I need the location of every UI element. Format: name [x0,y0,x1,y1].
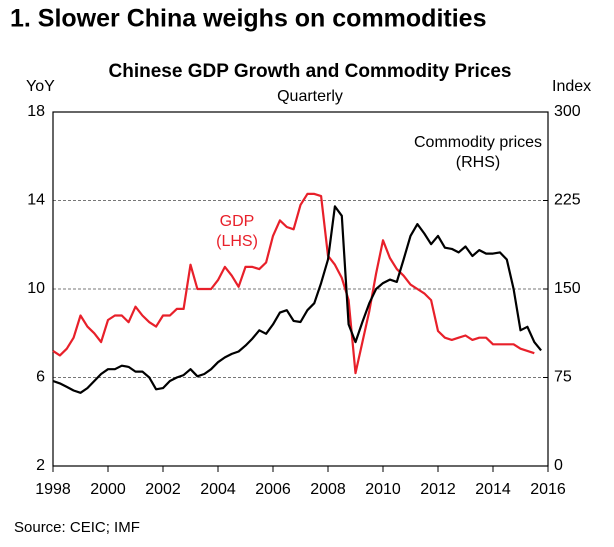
x-tick-label: 2016 [530,481,566,498]
x-tick-label: 2010 [365,481,401,498]
y-tick-label: 10 [27,280,45,297]
y2-tick-label: 75 [554,369,572,386]
y2-tick-label: 150 [554,280,581,297]
header: 1. Slower China weighs on commodities [10,5,486,33]
x-tick-label: 2008 [310,481,346,498]
annotation: (RHS) [456,154,500,171]
x-tick-label: 1998 [35,481,71,498]
plot-frame [52,111,549,467]
y-tick-label: 14 [27,192,45,209]
annotation: (LHS) [216,233,258,250]
series-line [52,205,542,394]
x-tick-label: 2000 [90,481,126,498]
x-tick-label: 2014 [475,481,511,498]
y-tick-label: 6 [36,369,45,386]
x-tick-label: 2012 [420,481,456,498]
source: Source: CEIC; IMF [14,519,140,536]
y-axis-label: YoY [26,78,55,95]
y2-axis-label: Index [552,78,591,95]
y2-tick-label: 225 [554,192,581,209]
annotation: Commodity prices [414,134,542,151]
annotation: GDP [220,213,255,230]
y2-tick-label: 300 [554,103,581,120]
chart-title: Chinese GDP Growth and Commodity Prices [109,61,512,82]
y-tick-label: 18 [27,103,45,120]
y2-tick-label: 0 [554,457,563,474]
y-tick-label: 2 [36,457,45,474]
series-line [52,192,535,375]
x-tick-label: 2002 [145,481,181,498]
x-tick-label: 2006 [255,481,291,498]
chart-subtitle: Quarterly [277,88,343,105]
x-tick-label: 2004 [200,481,236,498]
